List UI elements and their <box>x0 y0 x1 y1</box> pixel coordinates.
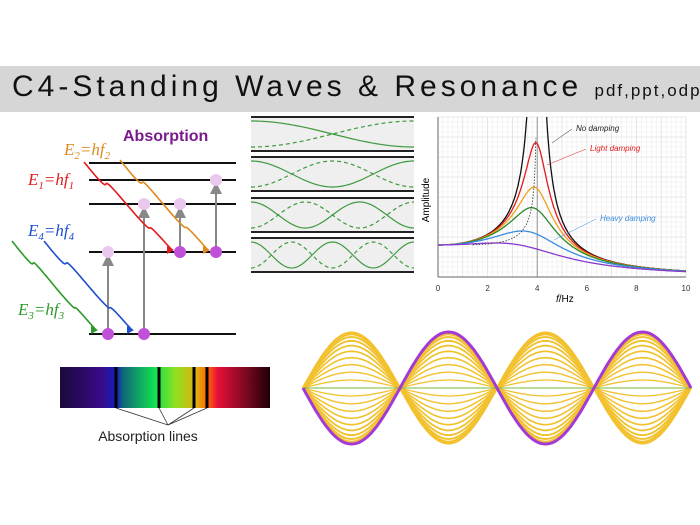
pipe-wave-dashed <box>250 241 415 269</box>
x-tick-label: 2 <box>485 284 490 293</box>
photon-wave <box>83 161 173 251</box>
pipe-wave-dashed <box>250 201 415 229</box>
x-axis-label: f/Hz <box>556 294 574 305</box>
photon-wave <box>43 240 133 331</box>
photon-wave <box>11 240 97 331</box>
absorption-line <box>157 367 161 408</box>
absorption-line-pointer <box>167 407 195 426</box>
photon-arrowhead <box>127 326 134 334</box>
resonance-chart: 0 2 4 6 8 10 Amplitude f/Hz No damping Light d… <box>421 116 691 305</box>
absorption-line <box>192 367 196 408</box>
absorption-line-pointer <box>115 407 169 426</box>
title-banner <box>0 66 700 112</box>
spectrum-bar <box>60 367 270 408</box>
ground-state-atom <box>138 328 150 340</box>
x-tick-label: 8 <box>634 284 639 293</box>
excited-state-atom <box>102 246 114 258</box>
excited-state-atom <box>210 174 222 186</box>
excited-state-atom <box>174 198 186 210</box>
y-axis-label: Amplitude <box>421 177 432 222</box>
envelope-wave <box>301 330 693 446</box>
absorption-line <box>114 367 118 408</box>
annotation-leader <box>553 218 597 241</box>
ground-state-atom <box>102 328 114 340</box>
x-axis-label-unit: /Hz <box>559 294 574 305</box>
x-tick-label: 6 <box>585 284 590 293</box>
page-title: C4-Standing Waves & Resonance pdf,ppt,od… <box>12 70 700 104</box>
x-tick-label: 4 <box>535 284 540 293</box>
photon-energy-label: E1=hf1 <box>27 170 74 192</box>
pipe-wave-solid <box>250 241 415 269</box>
absorption-title: Absorption <box>123 128 208 145</box>
resonance-curve <box>438 230 686 272</box>
spectrum-caption: Absorption lines <box>98 428 198 444</box>
curve-annotation: Light damping <box>590 144 641 153</box>
pipe <box>251 157 414 191</box>
x-tick-label: 0 <box>436 284 441 293</box>
resonance-curve <box>438 242 686 273</box>
pipe-wave-solid <box>251 160 414 188</box>
curve-annotation: No damping <box>576 124 620 133</box>
pipe-wave-solid <box>251 120 414 148</box>
photon-energy-label: E3=hf3 <box>17 300 65 322</box>
excited-state-atom <box>138 198 150 210</box>
pipe <box>251 238 414 272</box>
absorption-line <box>205 367 209 408</box>
standing-wave-string <box>301 330 693 446</box>
photon-energy-label: E4=hf4 <box>27 221 75 243</box>
absorption-energy-diagram: Absorption E2=hf2 E1=hf1 E4=hf4 E3=hf3 <box>11 128 236 340</box>
photon-wave <box>119 159 209 251</box>
curve-annotation: Heavy damping <box>600 214 656 223</box>
x-tick-label: 10 <box>682 284 691 293</box>
photon-arrowhead <box>203 246 210 254</box>
absorption-line-pointer <box>167 407 208 426</box>
annotation-leader <box>546 148 587 166</box>
pipe-wave-dashed <box>251 160 414 188</box>
absorption-spectrum: Absorption lines <box>60 367 270 444</box>
absorption-line-pointer <box>158 407 169 426</box>
formats-text: pdf,ppt,odp <box>594 81 700 100</box>
annotation-leader <box>551 128 573 144</box>
peak-locus-dotted <box>472 138 537 246</box>
pipe-standing-waves <box>250 116 415 273</box>
photon-energy-label: E2=hf2 <box>63 140 111 162</box>
ground-state-atom <box>210 246 222 258</box>
ground-state-atom <box>174 246 186 258</box>
photon-arrowhead <box>167 246 174 254</box>
x-axis-label-var: f <box>556 294 560 305</box>
photon-arrowhead <box>91 326 98 334</box>
title-text: C4-Standing Waves & Resonance <box>12 70 583 103</box>
